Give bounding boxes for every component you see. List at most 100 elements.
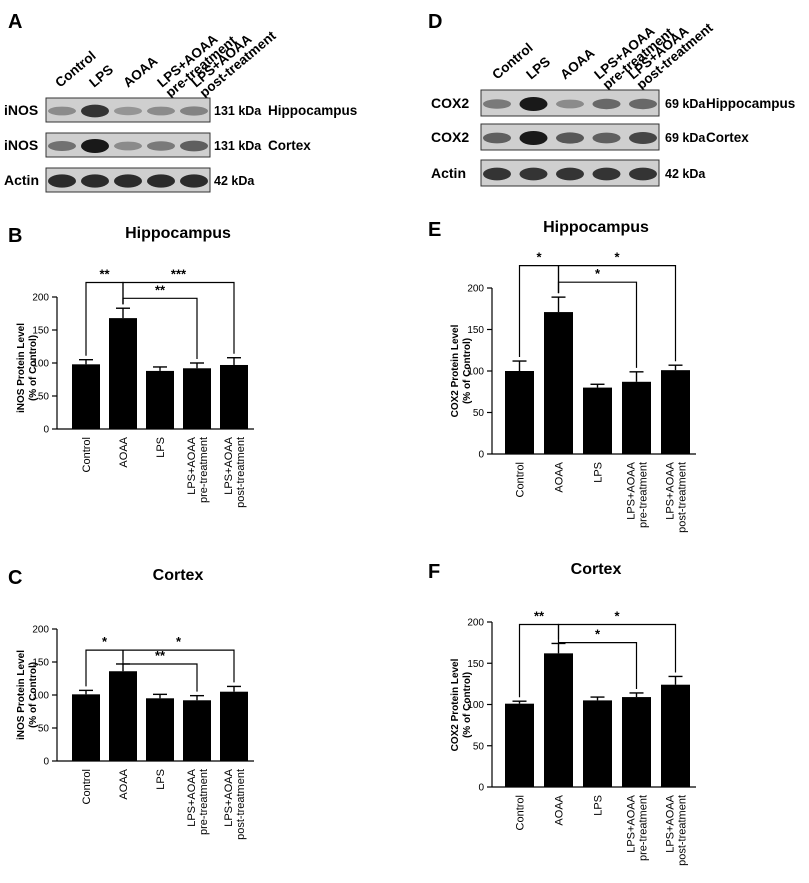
blot-band <box>519 131 548 145</box>
x-tick-label: LPS+AOAApost-treatment <box>223 768 247 840</box>
significance-bracket <box>122 649 235 683</box>
chart-title: Cortex <box>153 567 204 584</box>
blot-band <box>48 106 76 116</box>
bar <box>544 312 573 454</box>
x-tick-label: AOAA <box>554 461 566 492</box>
panel-letter: C <box>8 567 22 589</box>
lane-label-line: LPS <box>86 62 116 90</box>
y-axis-title-line: (% of Control) <box>28 662 39 728</box>
y-tick-label: 200 <box>467 618 484 629</box>
chart-title: Hippocampus <box>125 225 231 242</box>
x-tick-label: Control <box>515 462 527 497</box>
x-tick-label-line: LPS <box>155 769 167 790</box>
y-axis-title-line: (% of Control) <box>462 338 473 404</box>
panel-letter: A <box>8 11 22 33</box>
panel-letter: D <box>428 11 442 33</box>
y-axis-title: iNOS Protein Level(% of Control) <box>16 650 39 740</box>
bar <box>183 368 211 429</box>
blot-band <box>114 106 142 116</box>
x-tick-label-line: LPS <box>593 795 605 816</box>
blot-row: Actin 42 kDa <box>431 159 706 187</box>
y-tick-label: 50 <box>473 741 485 752</box>
blot-band <box>556 167 584 181</box>
blot-size-label: 131 kDa <box>214 104 262 118</box>
y-axis-title-line: COX2 Protein Level <box>450 324 461 417</box>
x-tick-label: LPS <box>155 769 167 790</box>
significance-label: * <box>614 608 620 623</box>
blot-band <box>483 99 511 109</box>
bar <box>622 381 651 454</box>
x-tick-label-line: LPS+AOAA <box>186 768 198 826</box>
x-tick-label-line: Control <box>515 795 527 830</box>
blot-row: iNOS 131 kDa Cortex <box>4 132 311 158</box>
y-axis-title-line: iNOS Protein Level <box>16 323 27 413</box>
blot-size-label: 131 kDa <box>214 139 262 153</box>
significance-label: * <box>595 266 601 281</box>
bar-chart-b: B Hippocampus 0 50 100 150 200 iNOS Protein Lev… <box>8 225 254 508</box>
bar <box>109 671 137 761</box>
x-tick-label: AOAA <box>118 768 130 799</box>
blot-band <box>147 106 175 116</box>
x-tick-label: LPS+AOAApre-treatment <box>626 794 650 861</box>
significance-label: * <box>614 250 620 265</box>
x-tick-label-line: LPS+AOAA <box>186 436 198 494</box>
blot-protein-label: Actin <box>431 165 466 181</box>
x-tick-label-line: pre-treatment <box>198 769 210 835</box>
lane-label-line: LPS <box>523 54 553 82</box>
significance-label: *** <box>171 266 187 281</box>
significance-bracket <box>557 623 677 673</box>
x-tick-label: LPS+AOAApre-treatment <box>186 768 210 835</box>
x-tick-label: AOAA <box>118 436 130 467</box>
y-tick-label: 150 <box>467 659 484 670</box>
blot-band <box>592 167 621 181</box>
blot-band <box>48 174 76 188</box>
blot-region-label: Hippocampus <box>706 96 795 111</box>
blot-band <box>81 139 109 153</box>
bar <box>146 370 174 429</box>
lane-label: LPS <box>523 54 553 82</box>
y-tick-label: 200 <box>32 293 49 304</box>
x-tick-label-line: LPS <box>593 462 605 483</box>
significance-label: * <box>102 634 108 649</box>
x-tick-label-line: LPS+AOAA <box>626 794 638 852</box>
blot-size-label: 69 kDa <box>665 131 706 145</box>
y-tick-label: 50 <box>38 724 50 735</box>
bar <box>622 697 651 787</box>
y-axis-title: COX2 Protein Level(% of Control) <box>450 658 473 751</box>
x-tick-label-line: LPS+AOAA <box>626 461 638 519</box>
bar <box>661 684 690 787</box>
x-tick-label: LPS+AOAApost-treatment <box>223 436 247 508</box>
x-tick-label: LPS <box>155 437 167 458</box>
bar <box>505 371 534 454</box>
panel-letter: E <box>428 219 441 241</box>
blot-band <box>180 106 208 116</box>
bar-chart-e: E Hippocampus 0 50 100 150 200 COX2 Protein Lev… <box>428 219 696 533</box>
y-tick-label: 100 <box>467 367 484 378</box>
bar <box>109 318 137 429</box>
lane-label: LPS <box>86 62 116 90</box>
blot-band <box>519 97 548 111</box>
y-tick-label: 50 <box>473 408 485 419</box>
blot-band <box>629 98 657 110</box>
x-tick-label-line: pre-treatment <box>638 795 650 861</box>
significance-label: * <box>176 634 182 649</box>
blot-row: Actin 42 kDa <box>4 167 255 193</box>
blot-band <box>147 174 175 188</box>
y-axis-title: iNOS Protein Level(% of Control) <box>16 323 39 413</box>
blot-band <box>114 174 142 188</box>
y-tick-label: 100 <box>32 691 49 702</box>
x-tick-label-line: LPS <box>155 437 167 458</box>
significance-label: ** <box>155 282 166 297</box>
panel-letter: F <box>428 561 440 583</box>
blot-band <box>556 99 584 109</box>
x-tick-label-line: LPS+AOAA <box>223 436 235 494</box>
x-tick-label-line: LPS+AOAA <box>665 794 677 852</box>
x-tick-label-line: pre-treatment <box>198 437 210 503</box>
x-tick-label: Control <box>81 437 93 472</box>
blot-band <box>147 141 175 151</box>
bar <box>220 364 248 429</box>
significance-bracket <box>122 297 198 359</box>
y-tick-label: 100 <box>467 700 484 711</box>
